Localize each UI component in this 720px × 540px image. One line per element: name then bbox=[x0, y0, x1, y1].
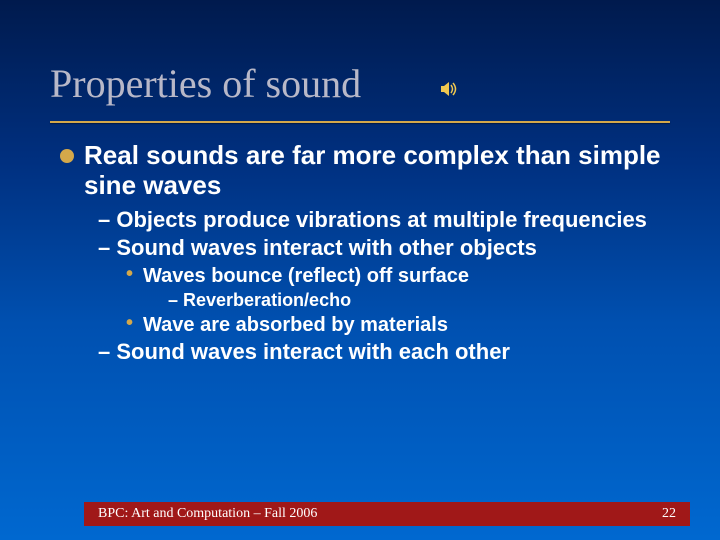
level2-text: – Sound waves interact with each other bbox=[98, 339, 680, 365]
title-area: Properties of sound bbox=[0, 0, 720, 115]
speaker-icon bbox=[438, 78, 460, 100]
level3-text: Waves bounce (reflect) off surface bbox=[143, 264, 469, 288]
level3-item: • Wave are absorbed by materials bbox=[126, 313, 680, 337]
level1-text: Real sounds are far more complex than si… bbox=[84, 141, 680, 201]
bullet-small-icon: • bbox=[126, 263, 133, 286]
bullet-dot-icon bbox=[60, 149, 74, 163]
bullet-item-1: Real sounds are far more complex than si… bbox=[60, 141, 680, 201]
level2-text: – Sound waves interact with other object… bbox=[98, 235, 680, 261]
footer-bar: BPC: Art and Computation – Fall 2006 22 bbox=[84, 502, 690, 526]
level2-text: – Objects produce vibrations at multiple… bbox=[98, 207, 680, 233]
level3-text: Wave are absorbed by materials bbox=[143, 313, 448, 337]
level4-text: – Reverberation/echo bbox=[168, 290, 680, 312]
footer-text: BPC: Art and Computation – Fall 2006 bbox=[98, 506, 317, 522]
level3-item: • Waves bounce (reflect) off surface bbox=[126, 264, 680, 288]
slide-title: Properties of sound bbox=[50, 60, 361, 107]
page-number: 22 bbox=[662, 506, 676, 522]
bullet-small-icon: • bbox=[126, 312, 133, 335]
content-area: Real sounds are far more complex than si… bbox=[0, 123, 720, 366]
